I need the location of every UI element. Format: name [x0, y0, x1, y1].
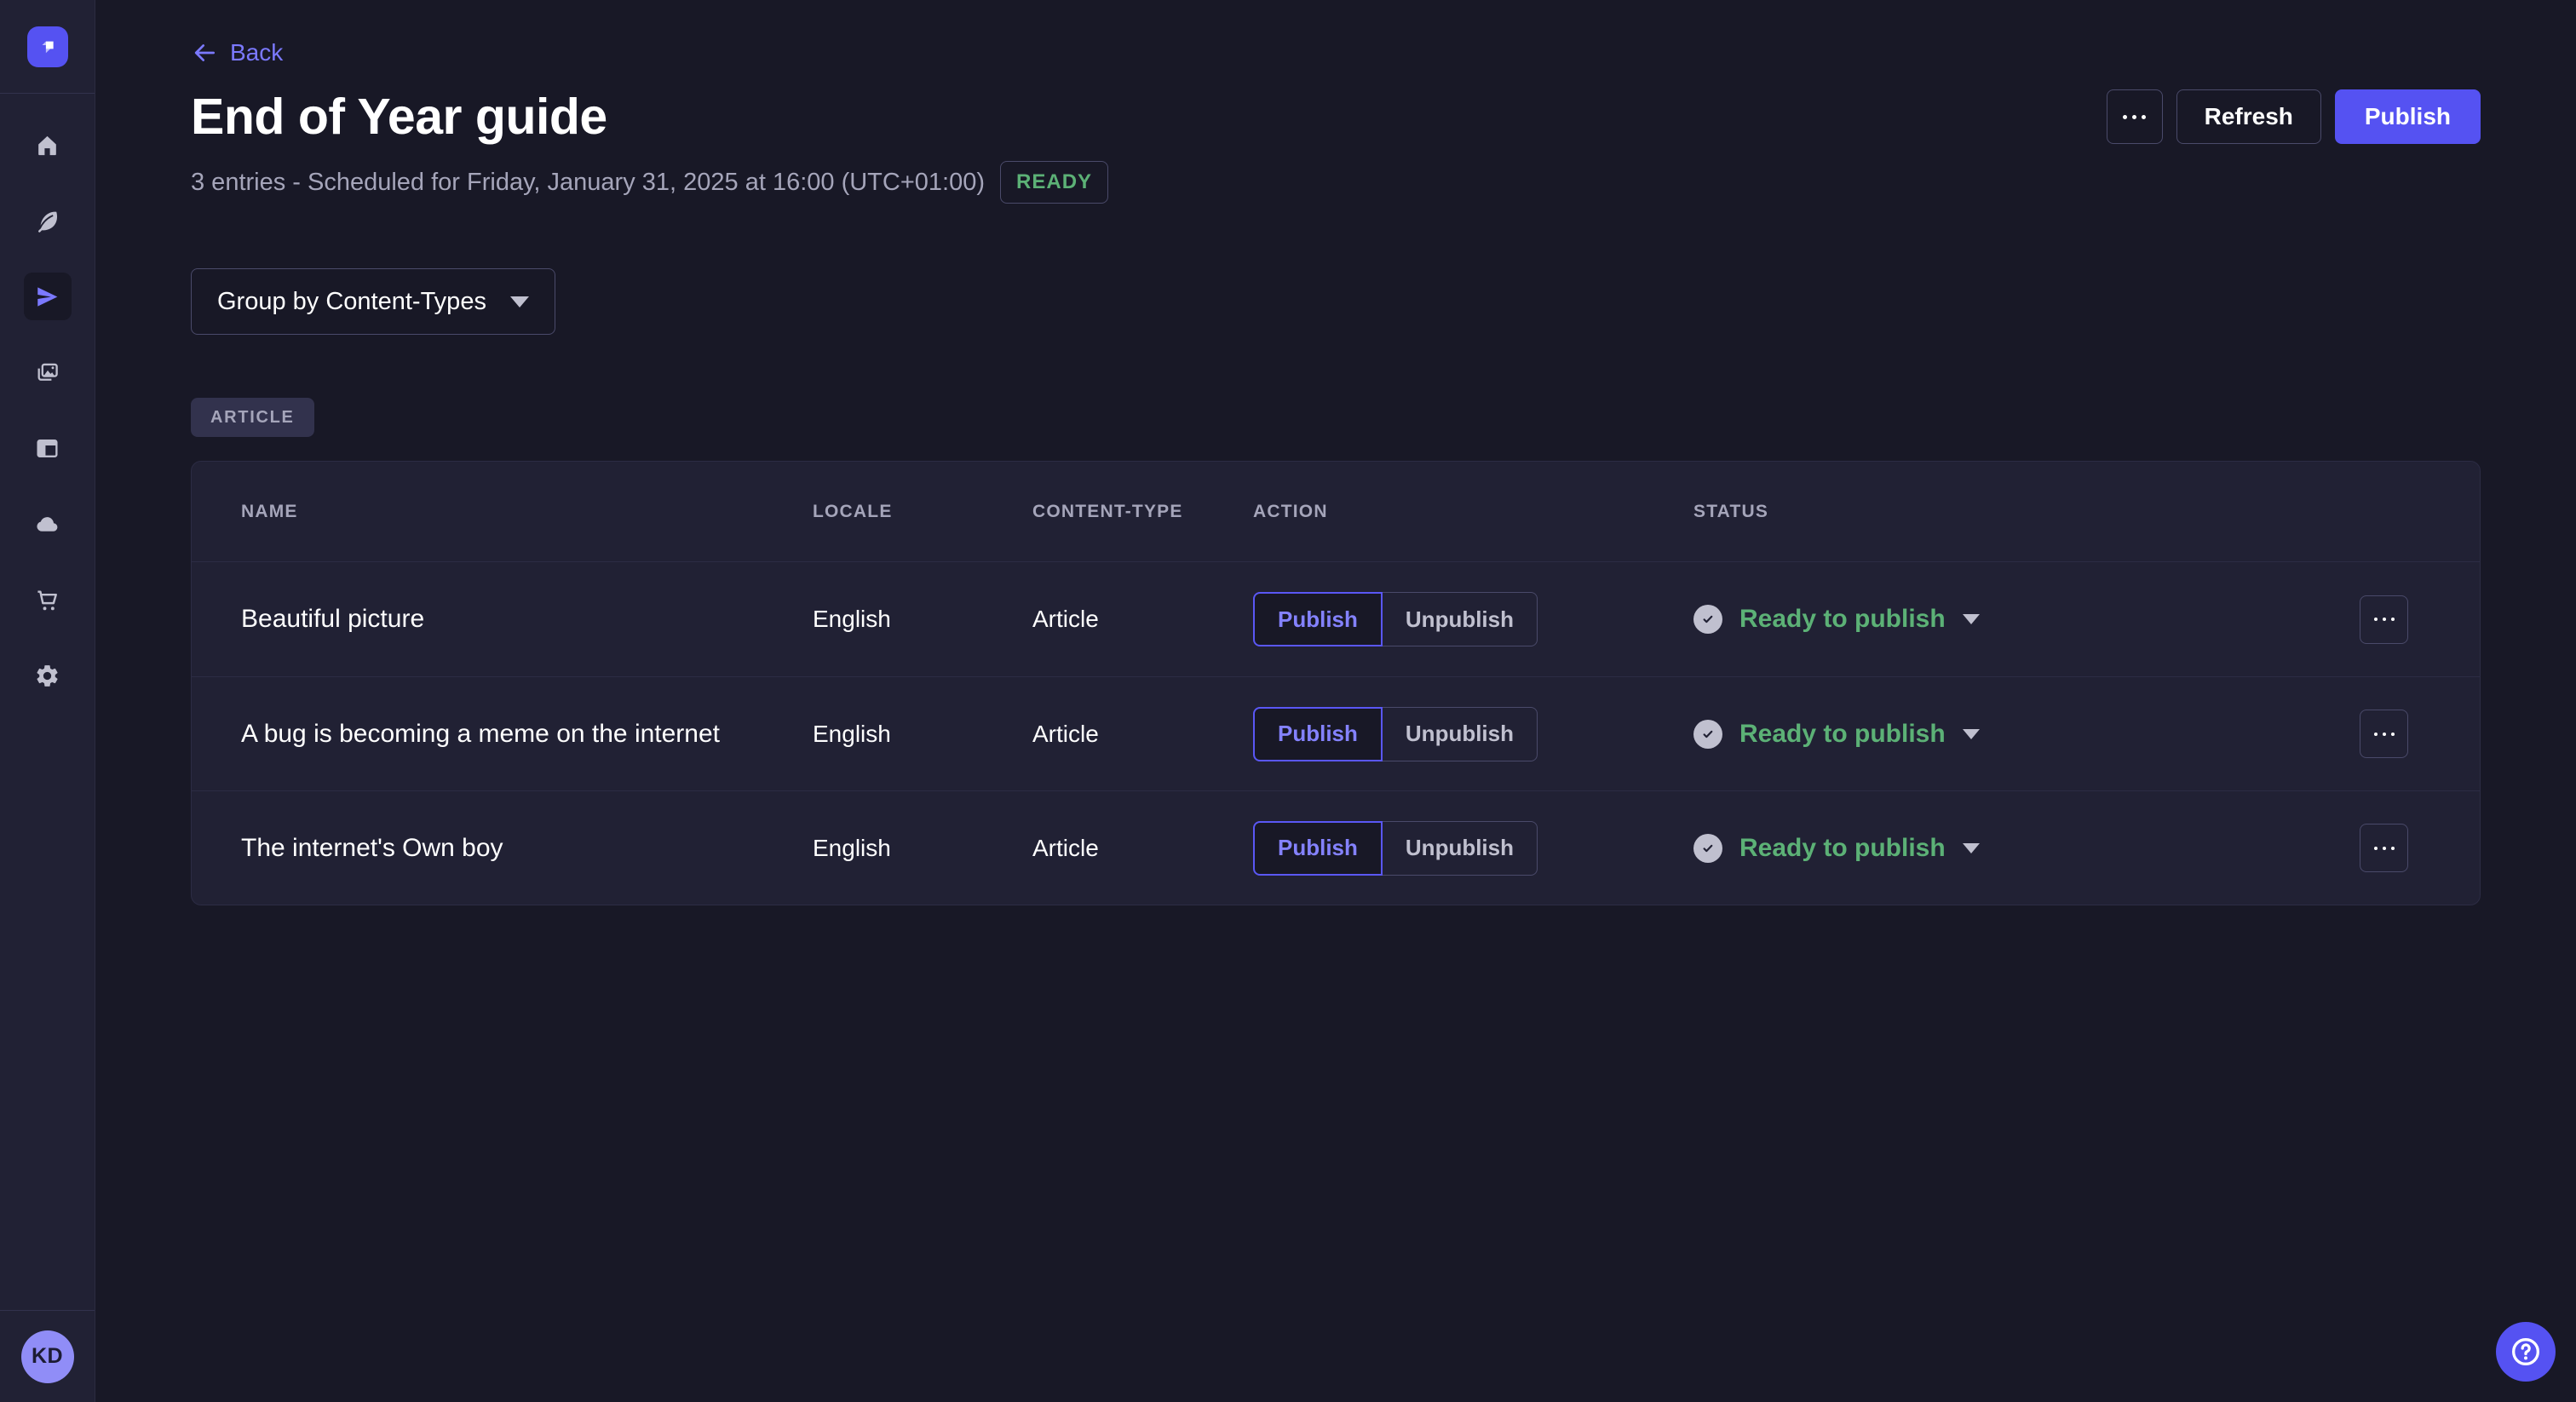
- entry-name: A bug is becoming a meme on the internet: [241, 719, 721, 748]
- table-header: NAME LOCALE CONTENT-TYPE ACTION STATUS: [192, 462, 2480, 562]
- check-circle-icon: [1693, 833, 1722, 863]
- sidebar-item-content-type-builder[interactable]: [24, 424, 72, 472]
- chevron-down-icon: [1962, 842, 1980, 853]
- row-more-button[interactable]: [2360, 710, 2408, 758]
- release-subtitle: 3 entries - Scheduled for Friday, Januar…: [191, 168, 986, 196]
- entry-status-dropdown[interactable]: Ready to publish: [1693, 605, 2332, 634]
- entry-locale: English: [813, 834, 891, 861]
- column-header-status: STATUS: [1693, 501, 1769, 521]
- row-more-button[interactable]: [2360, 824, 2408, 872]
- refresh-button[interactable]: Refresh: [2176, 89, 2321, 144]
- table-row: The internet's Own boy English Article P…: [192, 790, 2480, 905]
- help-button[interactable]: [2496, 1322, 2556, 1382]
- row-publish-button[interactable]: Publish: [1253, 706, 1383, 761]
- table-row: Beautiful picture English Article Publis…: [192, 562, 2480, 676]
- sidebar-item-content-manager[interactable]: [24, 197, 72, 244]
- action-segmented-control: Publish Unpublish: [1253, 706, 1693, 761]
- question-circle-icon: [2511, 1337, 2540, 1366]
- home-icon: [38, 135, 56, 155]
- entry-status-label: Ready to publish: [1739, 833, 1946, 862]
- feather-icon: [38, 211, 58, 233]
- more-options-button[interactable]: [2106, 89, 2163, 144]
- column-header-content-type: CONTENT-TYPE: [1032, 501, 1183, 521]
- sidebar-item-media-library[interactable]: [24, 348, 72, 396]
- arrow-left-icon: [194, 44, 215, 61]
- entry-content-type: Article: [1032, 720, 1099, 747]
- more-horizontal-icon: [2373, 618, 2395, 621]
- cloud-icon: [37, 516, 58, 531]
- row-unpublish-button[interactable]: Unpublish: [1382, 706, 1538, 761]
- media-library-icon: [37, 363, 58, 381]
- header-actions: Refresh Publish: [2106, 89, 2481, 144]
- sidebar: KD: [0, 0, 95, 1402]
- more-horizontal-icon: [2123, 114, 2147, 119]
- sidebar-item-releases[interactable]: [23, 273, 72, 320]
- check-circle-icon: [1693, 719, 1722, 749]
- row-publish-button[interactable]: Publish: [1253, 592, 1383, 646]
- column-header-locale: LOCALE: [813, 501, 893, 521]
- title-row: End of Year guide Refresh Publish: [191, 88, 2481, 146]
- content-type-builder-icon: [37, 439, 58, 457]
- sidebar-item-home[interactable]: [24, 121, 72, 169]
- settings-icon: [37, 664, 58, 687]
- user-avatar[interactable]: KD: [20, 1330, 74, 1383]
- page-title: End of Year guide: [191, 89, 607, 145]
- chevron-down-icon: [509, 296, 529, 307]
- entry-status-dropdown[interactable]: Ready to publish: [1693, 719, 2332, 749]
- main-content: Back End of Year guide Refresh Publish 3…: [95, 0, 2576, 905]
- status-badge: READY: [1000, 161, 1109, 204]
- sidebar-footer: KD: [0, 1310, 95, 1402]
- sidebar-item-settings[interactable]: [24, 652, 72, 699]
- row-unpublish-button[interactable]: Unpublish: [1382, 820, 1538, 876]
- column-header-name: NAME: [241, 501, 298, 521]
- publish-button[interactable]: Publish: [2334, 89, 2481, 144]
- entry-status-dropdown[interactable]: Ready to publish: [1693, 833, 2332, 863]
- entry-locale: English: [813, 720, 891, 747]
- strapi-logo-icon: [42, 41, 54, 53]
- row-publish-button[interactable]: Publish: [1253, 820, 1383, 876]
- action-segmented-control: Publish Unpublish: [1253, 592, 1693, 646]
- entry-status-label: Ready to publish: [1739, 719, 1946, 748]
- check-circle-icon: [1693, 605, 1722, 634]
- chevron-down-icon: [1962, 614, 1980, 624]
- strapi-logo: [26, 26, 68, 67]
- back-label: Back: [230, 39, 284, 66]
- column-header-action: ACTION: [1253, 501, 1328, 521]
- row-more-button[interactable]: [2360, 595, 2408, 644]
- entries-table: NAME LOCALE CONTENT-TYPE ACTION STATUS B…: [191, 461, 2481, 905]
- subtitle-row: 3 entries - Scheduled for Friday, Januar…: [191, 161, 2481, 204]
- entry-content-type: Article: [1032, 606, 1099, 632]
- entry-content-type: Article: [1032, 834, 1099, 861]
- sidebar-item-marketplace[interactable]: [24, 576, 72, 623]
- logo-container: [0, 0, 95, 94]
- table-row: A bug is becoming a meme on the internet…: [192, 676, 2480, 790]
- chevron-down-icon: [1962, 728, 1980, 739]
- content-type-group-tag: ARTICLE: [191, 398, 314, 437]
- entry-locale: English: [813, 606, 891, 632]
- back-link[interactable]: Back: [191, 39, 283, 66]
- more-horizontal-icon: [2373, 732, 2395, 736]
- more-horizontal-icon: [2373, 846, 2395, 850]
- row-unpublish-button[interactable]: Unpublish: [1382, 592, 1538, 646]
- sidebar-nav: [23, 94, 72, 1310]
- cart-icon: [37, 589, 57, 610]
- entry-status-label: Ready to publish: [1739, 605, 1946, 633]
- group-by-label: Group by Content-Types: [217, 287, 486, 315]
- group-by-dropdown[interactable]: Group by Content-Types: [191, 268, 555, 335]
- paper-plane-icon: [37, 286, 58, 307]
- sidebar-item-cloud[interactable]: [24, 500, 72, 548]
- entry-name: The internet's Own boy: [241, 833, 503, 862]
- action-segmented-control: Publish Unpublish: [1253, 820, 1693, 876]
- entry-name: Beautiful picture: [241, 605, 425, 633]
